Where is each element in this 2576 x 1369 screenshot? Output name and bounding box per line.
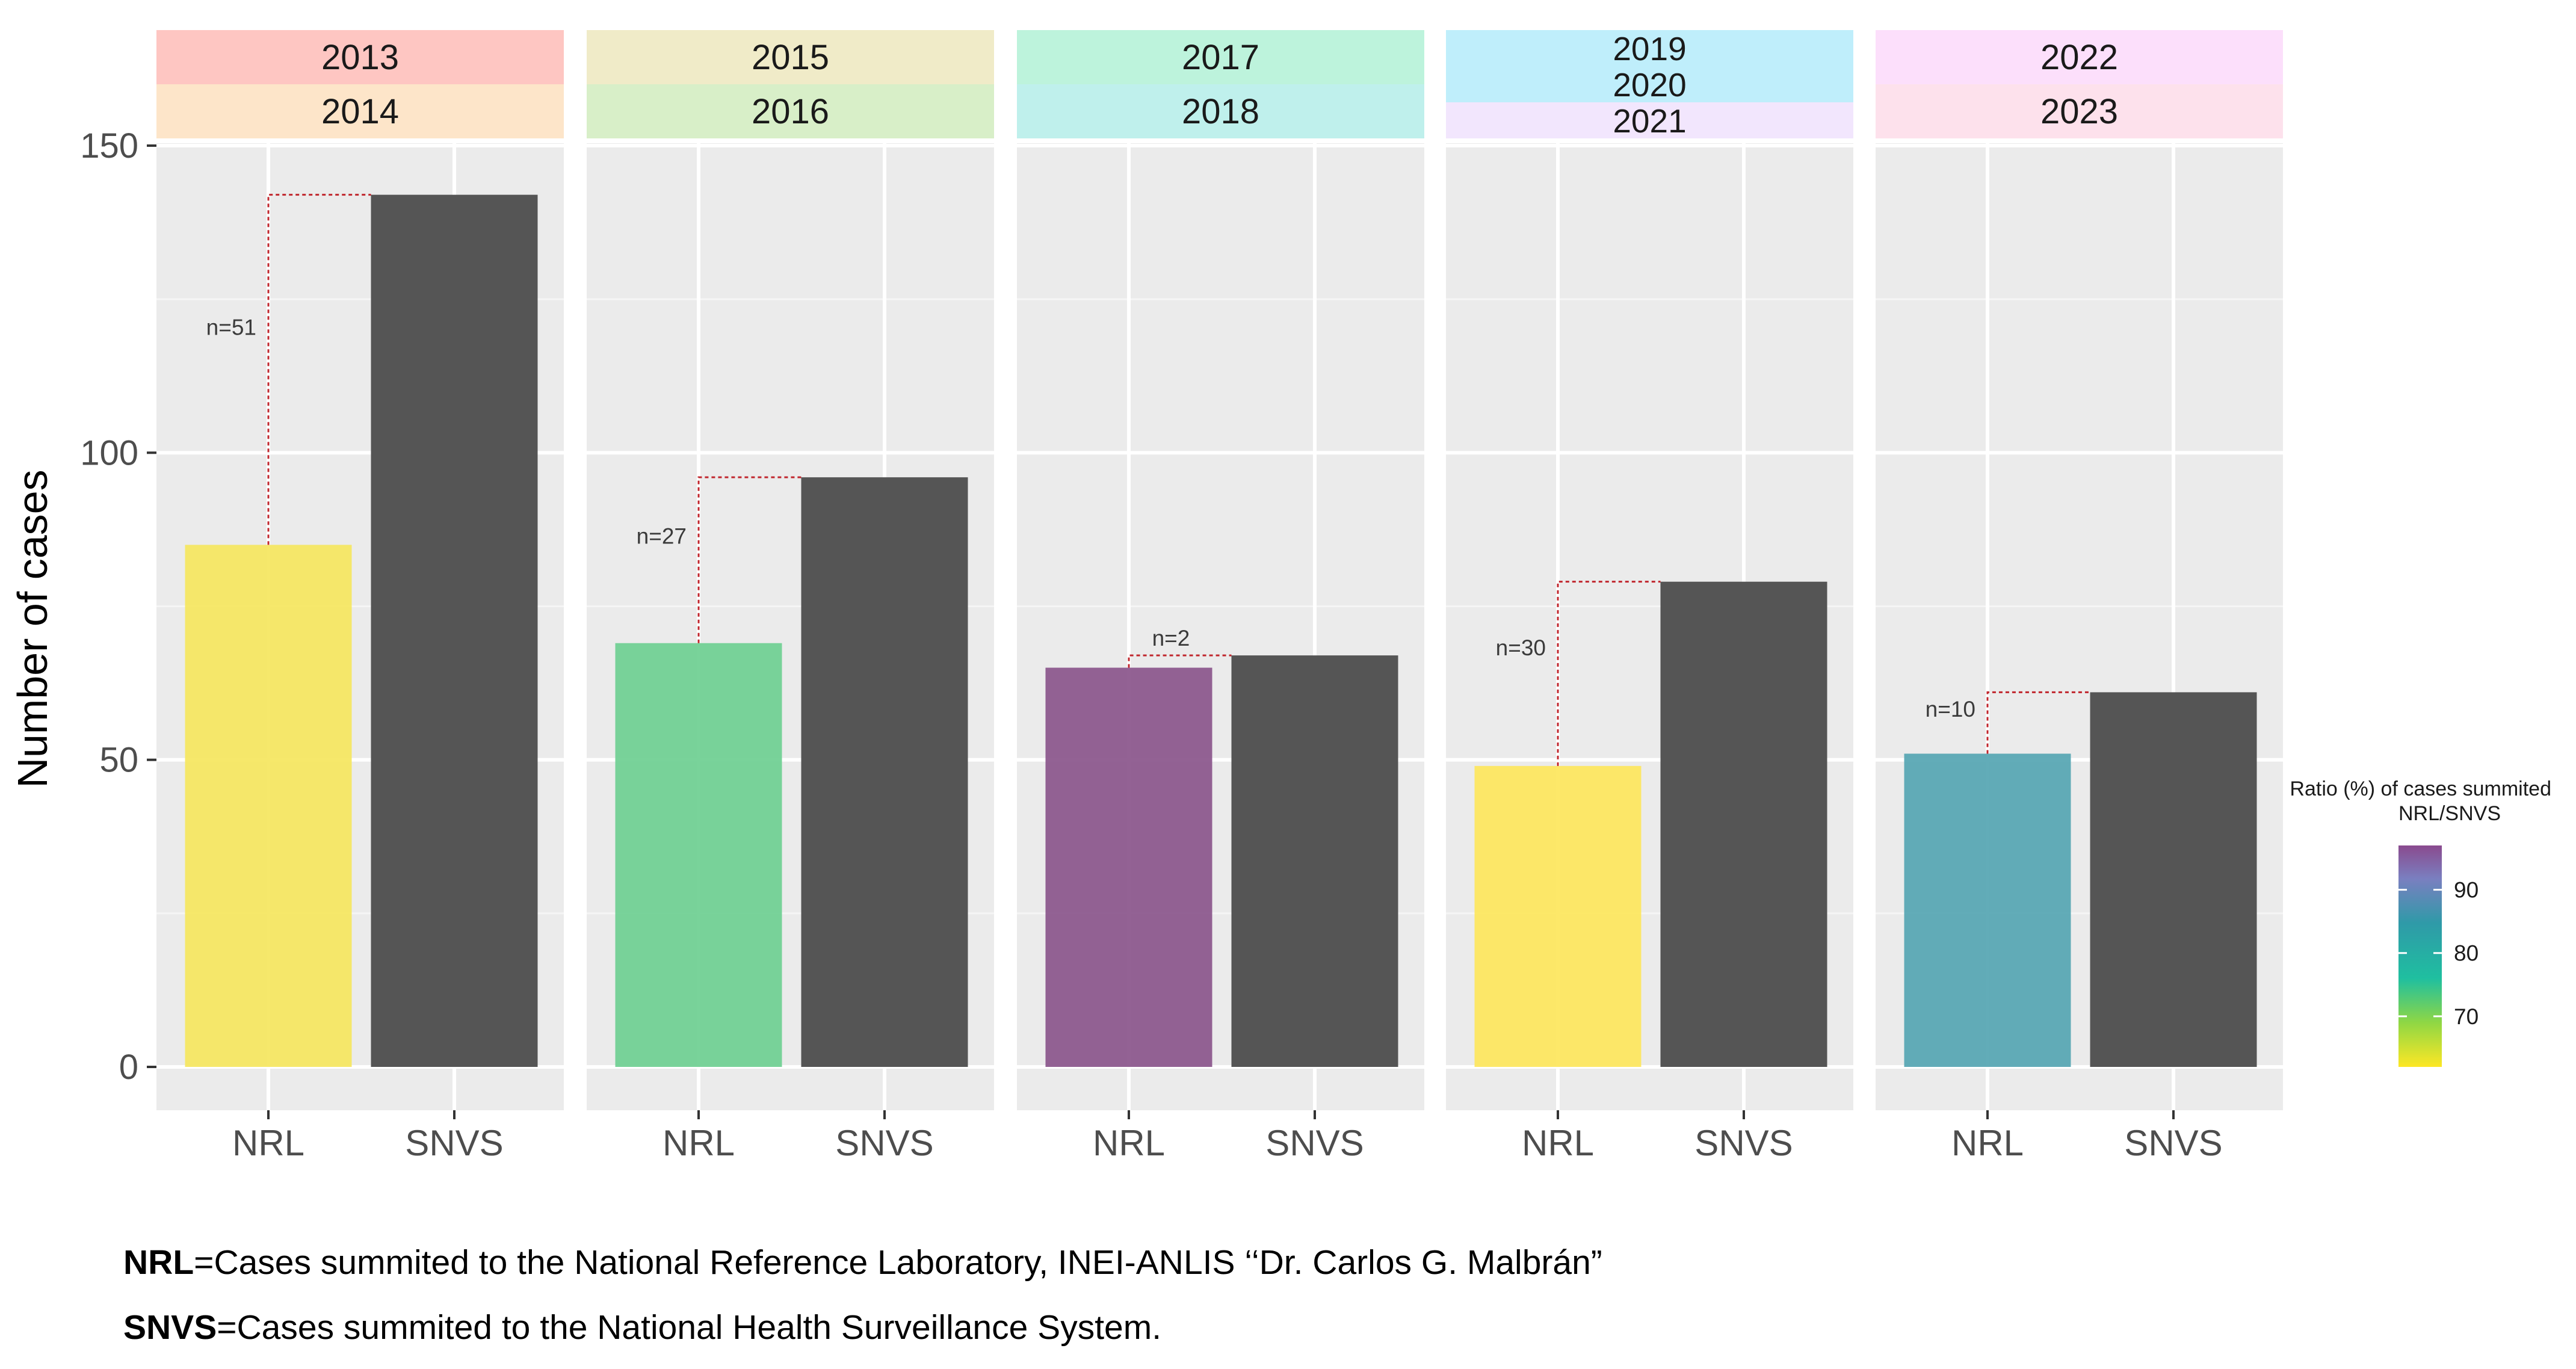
bar-snvs <box>1660 581 1827 1067</box>
legend-tick-label: 90 <box>2454 878 2479 903</box>
difference-bracket <box>267 194 371 545</box>
y-tick-label: 100 <box>80 433 138 472</box>
facet-strip-label: 2014 <box>321 92 399 131</box>
panel-2: n=27 NRL SNVS 2015 2016 <box>587 30 994 1163</box>
facet-strip-label: 2015 <box>752 38 829 77</box>
facet-strip <box>156 84 564 138</box>
facet-strip-label: 2018 <box>1182 92 1259 131</box>
facet-strip <box>1017 30 1424 84</box>
difference-bracket <box>697 476 802 643</box>
x-tick-label-nrl: NRL <box>663 1123 735 1163</box>
bar-snvs <box>801 477 968 1067</box>
n-label: n=2 <box>1152 626 1190 651</box>
y-axis-title: Number of cases <box>9 469 56 788</box>
legend-tick-label: 80 <box>2454 941 2479 966</box>
footnote-snvs: SNVS=Cases summited to the National Heal… <box>123 1308 1161 1347</box>
facet-strip-label: 2023 <box>2040 92 2118 131</box>
difference-bracket <box>1128 654 1232 668</box>
facet-strip-label: 2016 <box>752 92 829 131</box>
facet-strip <box>156 30 564 84</box>
difference-bracket <box>1557 581 1661 766</box>
bar-snvs <box>1231 655 1398 1067</box>
x-tick-label-nrl: NRL <box>1522 1123 1594 1163</box>
facet-strip-label: 2013 <box>321 38 399 77</box>
bar-nrl <box>1474 765 1642 1067</box>
x-tick-label-snvs: SNVS <box>405 1123 503 1163</box>
y-tick-label: 150 <box>80 126 138 165</box>
x-tick-label-nrl: NRL <box>232 1123 304 1163</box>
footnote-snvs-key: SNVS <box>123 1308 217 1347</box>
panel-5: n=10 NRL SNVS 2022 2023 <box>1876 30 2283 1163</box>
y-axis: 0 50 100 150 Number of cases <box>9 126 156 1087</box>
footnote-nrl: NRL=Cases summited to the National Refer… <box>123 1243 1602 1282</box>
facet-strip-label: 2019 <box>1613 30 1686 67</box>
panel-1: n=51 NRL SNVS 2013 2014 <box>156 30 564 1163</box>
bar-nrl <box>185 545 352 1067</box>
facet-strip <box>1446 66 1853 102</box>
footnote-nrl-text: =Cases summited to the National Referenc… <box>194 1243 1602 1282</box>
x-tick-label-nrl: NRL <box>1093 1123 1165 1163</box>
legend-tick-label: 70 <box>2454 1004 2479 1029</box>
legend-title-line2: NRL/SNVS <box>2398 802 2501 825</box>
n-label: n=30 <box>1496 635 1546 660</box>
panel-3: n=2 NRL SNVS 2017 2018 <box>1017 30 1424 1163</box>
facet-strip <box>1017 84 1424 138</box>
legend-title-line1: Ratio (%) of cases summited <box>2290 777 2551 800</box>
legend-colorbar <box>2398 845 2442 1067</box>
n-label: n=27 <box>637 524 687 548</box>
x-tick-label-snvs: SNVS <box>1265 1123 1364 1163</box>
x-tick-label-snvs: SNVS <box>835 1123 933 1163</box>
bar-nrl <box>1904 753 2071 1067</box>
y-tick-label: 50 <box>99 741 138 780</box>
x-tick-label-snvs: SNVS <box>1694 1123 1793 1163</box>
facet-strip-label: 2017 <box>1182 38 1259 77</box>
facet-strip <box>587 30 994 84</box>
facet-strip-label: 2021 <box>1613 102 1686 140</box>
y-tick-label: 0 <box>119 1048 138 1087</box>
footnote-nrl-key: NRL <box>123 1243 194 1282</box>
facet-strip-label: 2022 <box>2040 38 2118 77</box>
x-tick-label-snvs: SNVS <box>2124 1123 2222 1163</box>
bar-snvs <box>2090 692 2257 1067</box>
facet-strip <box>1446 102 1853 138</box>
n-label: n=51 <box>206 315 256 339</box>
bar-nrl <box>615 643 782 1067</box>
n-label: n=10 <box>1926 697 1975 722</box>
bar-snvs <box>371 194 538 1067</box>
x-tick-label-nrl: NRL <box>1951 1123 2024 1163</box>
facet-strip <box>1876 30 2283 84</box>
facet-strip <box>1876 84 2283 138</box>
footnote-snvs-text: =Cases summited to the National Health S… <box>217 1308 1162 1347</box>
bar-nrl <box>1045 667 1212 1067</box>
difference-bracket <box>1986 691 2090 754</box>
facet-strip <box>1446 30 1853 66</box>
facet-strip <box>587 84 994 138</box>
facet-strip-label: 2020 <box>1613 66 1686 104</box>
